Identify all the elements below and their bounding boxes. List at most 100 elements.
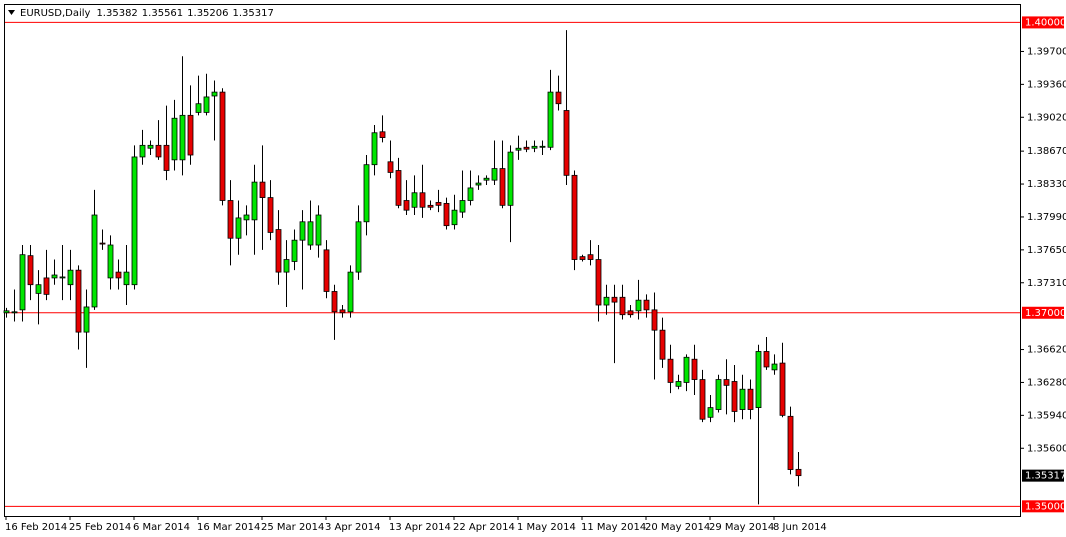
candle-body bbox=[307, 221, 314, 246]
candle-body bbox=[731, 381, 738, 412]
candle-body bbox=[195, 103, 202, 113]
header-close: 1.35317 bbox=[233, 8, 274, 19]
candle-body bbox=[627, 310, 634, 316]
menu-arrow[interactable] bbox=[8, 10, 15, 15]
y-tick-label: 1.36620 bbox=[1027, 345, 1066, 356]
candle-body bbox=[507, 151, 514, 206]
candle-body bbox=[643, 299, 650, 311]
candle-body bbox=[443, 202, 450, 227]
level-label: 1.35000 bbox=[1025, 501, 1066, 512]
candle-body bbox=[107, 244, 114, 279]
candle-body bbox=[403, 200, 410, 211]
candle-body bbox=[787, 415, 794, 470]
candle-body bbox=[571, 174, 578, 260]
candle-body bbox=[459, 200, 466, 213]
candle-body bbox=[707, 407, 714, 418]
candle-body bbox=[3, 310, 10, 314]
y-tick-label: 1.35600 bbox=[1027, 443, 1066, 454]
candle-body bbox=[587, 254, 594, 260]
candle-body bbox=[51, 274, 58, 279]
candle-body bbox=[379, 131, 386, 138]
level-label-box bbox=[1022, 306, 1064, 319]
x-tick-label: 25 Mar 2014 bbox=[261, 522, 324, 533]
chart-header: EURUSD,Daily 1.35382 1.35561 1.35206 1.35317 bbox=[20, 8, 274, 19]
candle-body bbox=[219, 91, 226, 201]
candle-body bbox=[131, 156, 138, 286]
x-tick-label: 3 Apr 2014 bbox=[325, 522, 380, 533]
candle-body bbox=[603, 296, 610, 306]
x-tick-label: 16 Mar 2014 bbox=[197, 522, 260, 533]
y-tick-label: 1.39360 bbox=[1027, 79, 1066, 90]
candle-body bbox=[299, 221, 306, 241]
candle-body bbox=[323, 249, 330, 292]
candle-body bbox=[331, 291, 338, 313]
candle-body bbox=[667, 358, 674, 383]
candle-body bbox=[691, 358, 698, 380]
x-tick-label: 13 Apr 2014 bbox=[389, 522, 451, 533]
y-tick-label: 1.38670 bbox=[1027, 146, 1066, 157]
candle-body bbox=[187, 114, 194, 156]
candle-body bbox=[419, 192, 426, 208]
level-label-box bbox=[1022, 16, 1064, 29]
candle-body bbox=[563, 110, 570, 176]
candle-body bbox=[651, 309, 658, 331]
candle-body bbox=[539, 145, 546, 148]
candle-body bbox=[355, 221, 362, 273]
candle-body bbox=[683, 356, 690, 383]
candle-body bbox=[267, 197, 274, 233]
x-tick-label: 6 Mar 2014 bbox=[133, 522, 190, 533]
candle-body bbox=[259, 181, 266, 198]
candle-body bbox=[123, 271, 130, 286]
candle-body bbox=[147, 144, 154, 149]
candle-body bbox=[59, 276, 66, 279]
candle-body bbox=[435, 202, 442, 206]
candle-body bbox=[11, 311, 18, 314]
header-high: 1.35561 bbox=[142, 8, 183, 19]
level-label-box bbox=[1022, 500, 1064, 513]
y-tick-label: 1.37990 bbox=[1027, 212, 1066, 223]
candle-body bbox=[283, 259, 290, 273]
candle-body bbox=[795, 468, 802, 477]
candle-body bbox=[91, 214, 98, 308]
candle-body bbox=[779, 362, 786, 416]
candle-body bbox=[211, 91, 218, 97]
candle-body bbox=[291, 239, 298, 262]
candle-body bbox=[595, 259, 602, 306]
plot-frame bbox=[4, 4, 1021, 517]
y-tick-label: 1.38330 bbox=[1027, 179, 1066, 190]
x-tick-label: 22 Apr 2014 bbox=[453, 522, 515, 533]
candle-body bbox=[67, 269, 74, 286]
current-price-label: 1.35317 bbox=[1025, 471, 1066, 482]
candle-body bbox=[515, 147, 522, 151]
candle-body bbox=[75, 269, 82, 333]
candle-body bbox=[555, 91, 562, 105]
candle-body bbox=[347, 271, 354, 313]
candle-body bbox=[619, 296, 626, 316]
candle-body bbox=[235, 217, 242, 239]
candle-body bbox=[115, 271, 122, 279]
candle-body bbox=[99, 242, 106, 245]
candle-body bbox=[467, 187, 474, 201]
candle-body bbox=[483, 177, 490, 181]
candle-body bbox=[715, 379, 722, 410]
candle-body bbox=[35, 284, 42, 294]
candle-body bbox=[387, 161, 394, 173]
x-tick-label: 1 May 2014 bbox=[517, 522, 576, 533]
candle-body bbox=[475, 182, 482, 186]
y-tick-label: 1.39700 bbox=[1027, 46, 1066, 57]
candle-body bbox=[27, 255, 34, 286]
x-tick-label: 16 Feb 2014 bbox=[5, 522, 67, 533]
level-label: 1.40000 bbox=[1025, 17, 1066, 28]
candle-body bbox=[179, 114, 186, 161]
candle-body bbox=[579, 256, 586, 260]
y-tick-label: 1.35940 bbox=[1027, 410, 1066, 421]
candle-body bbox=[139, 144, 146, 158]
candle-body bbox=[747, 388, 754, 410]
candle-body bbox=[227, 200, 234, 239]
candle-body bbox=[363, 164, 370, 223]
candle-body bbox=[723, 379, 730, 386]
candle-body bbox=[83, 306, 90, 333]
x-tick-label: 8 Jun 2014 bbox=[773, 522, 827, 533]
candle-body bbox=[163, 144, 170, 171]
